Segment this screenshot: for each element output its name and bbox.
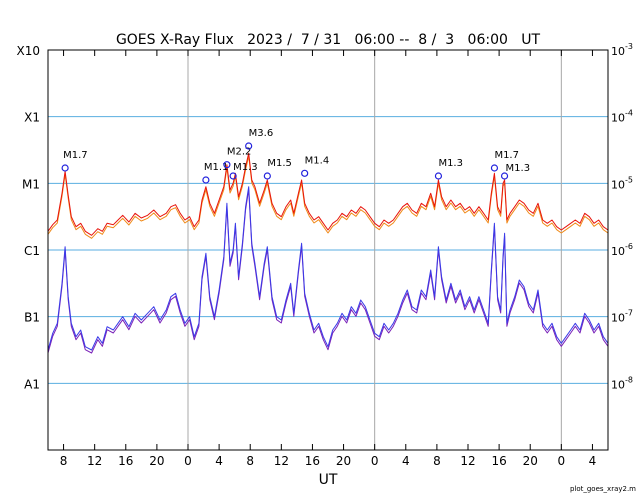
x-tick-label: 0 xyxy=(184,454,192,468)
flare-marker xyxy=(245,142,253,150)
flare-label: M1.3 xyxy=(438,158,463,169)
right-flux-label: 10-3 xyxy=(611,42,633,58)
right-flux-label: 10-8 xyxy=(611,375,633,391)
right-flux-label: 10-7 xyxy=(611,309,633,325)
flare-label: M1.7 xyxy=(63,150,88,161)
left-class-label: X10 xyxy=(17,44,41,58)
flare-label: M1.3 xyxy=(233,162,258,173)
x-tick-label: 16 xyxy=(305,454,320,468)
flare-label: M2.2 xyxy=(227,147,252,158)
axis-layer: 8 12 16 20 0 4 8 12 16 20 0 4 8 12 16 20 0 4 A1 B1 C1 M1 X1 X10… xyxy=(17,42,633,468)
short-wavelength-line xyxy=(47,186,609,351)
right-flux-power: -7 xyxy=(625,309,633,318)
x-tick-label: 4 xyxy=(215,454,223,468)
flare-layer: M1.7 M1.1 M2.2 M1.3 M3.6 M1.5 M1.4 M1.3 M1.7 M1.3 xyxy=(61,128,531,184)
x-axis-label: UT xyxy=(319,472,338,488)
right-flux-label: 10-6 xyxy=(611,242,633,258)
flare-marker xyxy=(61,164,69,172)
right-flux-power: -3 xyxy=(625,42,633,51)
x-tick-label: 8 xyxy=(246,454,254,468)
flare-label: M1.4 xyxy=(305,155,330,166)
x-tick-label: 20 xyxy=(523,454,538,468)
right-flux-base: 10 xyxy=(611,245,625,258)
x-tick-label: 12 xyxy=(460,454,475,468)
flare-marker xyxy=(229,172,237,180)
right-flux-power: -5 xyxy=(625,175,633,184)
flare-label: M1.1 xyxy=(204,162,229,173)
grid-layer xyxy=(48,49,608,450)
right-flux-base: 10 xyxy=(611,312,625,325)
flare-marker xyxy=(263,172,271,180)
x-tick-label: 20 xyxy=(149,454,164,468)
x-tick-label: 20 xyxy=(336,454,351,468)
flare-label: M3.6 xyxy=(249,128,274,139)
left-class-label: M1 xyxy=(22,177,40,191)
right-flux-power: -4 xyxy=(625,109,633,118)
x-tick-label: 0 xyxy=(558,454,566,468)
x-tick-label: 12 xyxy=(274,454,289,468)
right-flux-label: 10-5 xyxy=(611,175,633,191)
long-wavelength-line xyxy=(47,152,609,236)
right-flux-power: -6 xyxy=(625,242,633,251)
x-tick-label: 12 xyxy=(87,454,102,468)
x-tick-label: 8 xyxy=(60,454,68,468)
long-wavelength-alt-line xyxy=(47,155,609,239)
x-tick-label: 4 xyxy=(589,454,597,468)
right-flux-base: 10 xyxy=(611,178,625,191)
flare-label: M1.5 xyxy=(267,158,292,169)
flare-marker xyxy=(434,172,443,180)
short-wavelength-alt-line xyxy=(47,189,609,354)
flare-marker xyxy=(202,176,210,184)
flare-marker xyxy=(223,161,231,169)
series-layer xyxy=(47,152,609,354)
right-flux-base: 10 xyxy=(611,378,625,391)
flare-marker xyxy=(500,172,509,180)
credit-text: plot_goes_xray2.m xyxy=(570,485,636,493)
chart-title: GOES X-Ray Flux 2023 / 7 / 31 06:00 -- 8… xyxy=(116,32,541,48)
x-tick-label: 16 xyxy=(491,454,506,468)
right-flux-label: 10-4 xyxy=(611,109,633,125)
plot-frame xyxy=(47,49,609,451)
left-class-label: A1 xyxy=(24,377,40,391)
x-tick-label: 0 xyxy=(371,454,379,468)
flare-label: M1.3 xyxy=(506,163,531,174)
left-class-label: C1 xyxy=(24,244,40,258)
right-flux-base: 10 xyxy=(611,45,625,58)
right-flux-power: -8 xyxy=(625,375,633,384)
flare-marker xyxy=(490,164,499,172)
left-class-label: B1 xyxy=(24,311,40,325)
x-tick-label: 4 xyxy=(402,454,410,468)
left-class-label: X1 xyxy=(24,111,40,125)
x-tick-label: 8 xyxy=(433,454,441,468)
right-flux-base: 10 xyxy=(611,112,625,125)
x-tick-label: 16 xyxy=(118,454,133,468)
flare-label: M1.7 xyxy=(494,150,519,161)
flare-marker xyxy=(301,169,309,177)
